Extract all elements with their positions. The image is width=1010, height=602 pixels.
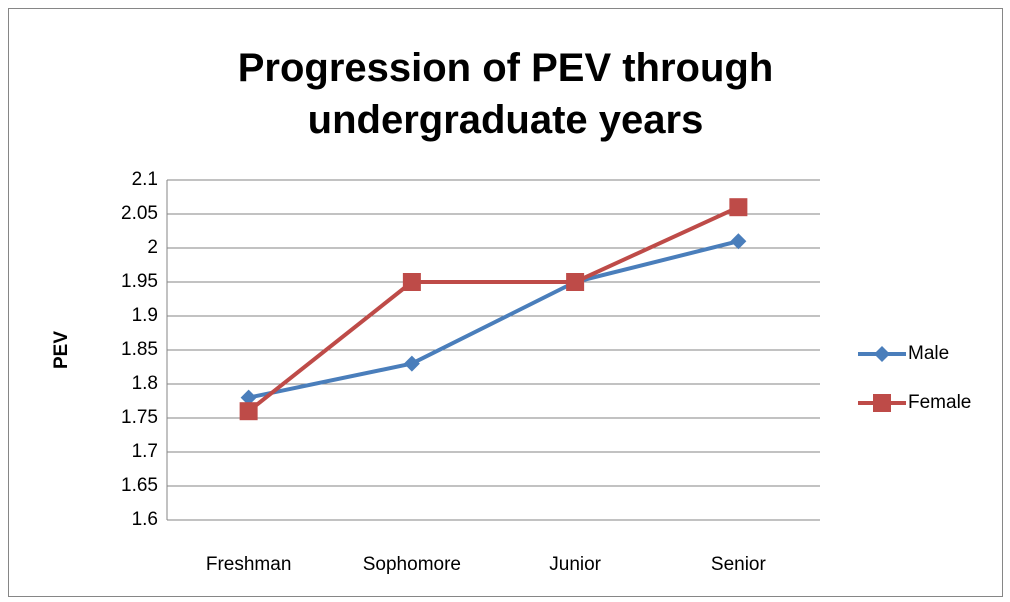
point-marker	[730, 233, 747, 250]
y-tick-label: 1.85	[121, 339, 158, 360]
y-tick-label: 1.95	[121, 271, 158, 292]
chart-title: Progression of PEV through undergraduate…	[237, 46, 774, 142]
y-tick-label: 1.75	[121, 407, 158, 428]
point-marker	[729, 198, 748, 217]
y-tick-label: 2.05	[121, 203, 158, 224]
legend-marker	[873, 394, 891, 412]
y-tick-label: 1.6	[132, 509, 158, 530]
y-tick-label: 1.9	[132, 305, 158, 326]
y-tick-label: 1.7	[132, 441, 158, 462]
point-marker	[239, 402, 258, 421]
legend-label: Male	[908, 343, 949, 364]
series-line	[247, 205, 740, 413]
x-tick-label: Sophomore	[363, 554, 461, 575]
legend-marker	[874, 346, 890, 362]
x-tick-label: Senior	[711, 554, 767, 575]
legend-label: Female	[908, 392, 971, 413]
y-tick-label: 1.65	[121, 475, 158, 496]
point-marker	[402, 273, 421, 291]
y-axis-label: PEV	[51, 331, 72, 369]
x-tick-label: Junior	[549, 554, 601, 575]
point-marker	[403, 355, 420, 372]
y-tick-label: 1.8	[132, 373, 158, 394]
x-tick-label: Freshman	[206, 554, 292, 575]
chart-frame	[8, 8, 1003, 597]
series-line	[248, 239, 739, 400]
point-marker	[566, 273, 585, 291]
title-box: Progression of PEV through undergraduate…	[8, 42, 1003, 146]
point-marker	[240, 389, 257, 406]
y-tick-label: 2.1	[132, 169, 158, 190]
y-tick-label: 2	[147, 237, 158, 258]
